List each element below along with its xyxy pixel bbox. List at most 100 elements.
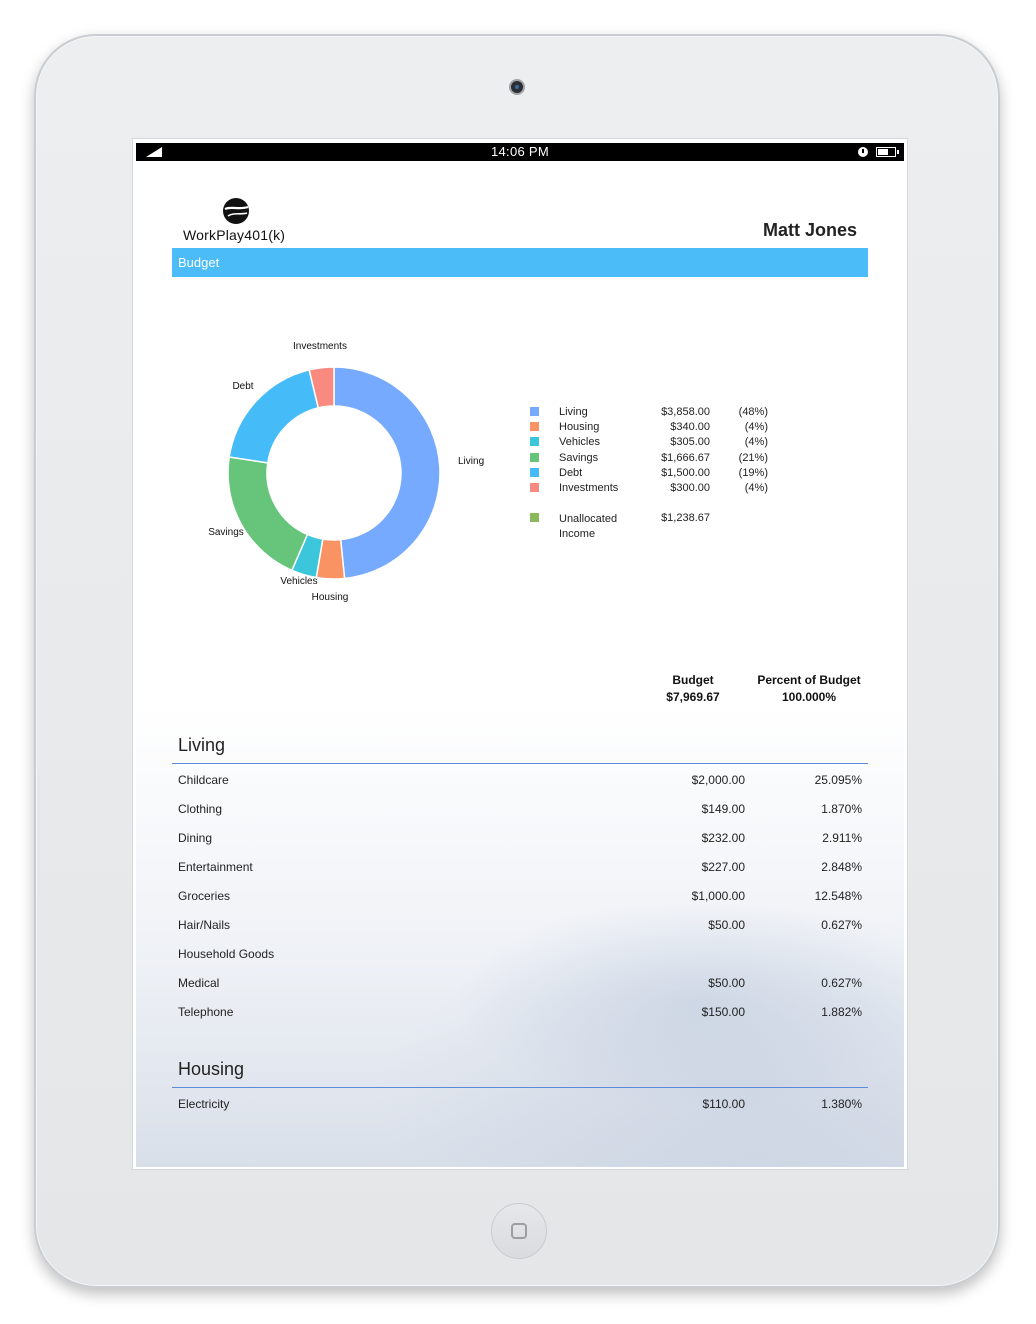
donut-label-debt: Debt — [232, 381, 253, 392]
budget-column-header: Budget $7,969.67 — [653, 672, 733, 706]
section-bar: Budget — [172, 248, 868, 277]
row-amount: $50.00 — [708, 918, 745, 932]
row-percent: 1.380% — [821, 1097, 862, 1111]
legend-amount: $1,238.67 — [661, 512, 710, 524]
legend-name: Living — [559, 406, 588, 418]
camera-icon — [509, 79, 525, 95]
donut-slice-living — [333, 366, 441, 580]
budget-donut-chart: Living Housing Vehicles Savings Debt Investme… — [208, 341, 484, 603]
legend-item-housing: Housing $340.00 (4%) — [530, 420, 790, 435]
section-bar-label: Budget — [178, 255, 220, 270]
legend-name: Unallocated Income — [559, 512, 629, 542]
legend-item-unallocated-income: Unallocated Income $1,238.67 — [530, 511, 790, 543]
section-title-living: Living — [178, 735, 226, 755]
row-amount: $232.00 — [701, 831, 745, 845]
row-category: Electricity — [178, 1097, 230, 1111]
row-percent: 25.095% — [814, 773, 862, 787]
table-row: Medical $50.00 0.627% — [172, 976, 868, 996]
row-percent: 0.627% — [821, 976, 862, 990]
row-percent: 12.548% — [814, 889, 862, 903]
legend-percent: (4%) — [744, 436, 768, 449]
legend-name: Housing — [559, 421, 600, 434]
screen: 14:06 PM WorkPlay401(k) Matt Jones Budge… — [136, 143, 904, 1167]
legend-amount: $300.00 — [670, 482, 710, 494]
donut-label-savings: Savings — [208, 527, 244, 538]
table-row: Dining $232.00 2.911% — [172, 831, 868, 851]
legend-name-line2: Income — [559, 528, 596, 540]
status-bar: 14:06 PM — [136, 143, 904, 161]
legend-swatch — [530, 407, 539, 416]
legend-name: Investments — [559, 482, 619, 494]
legend-swatch — [530, 422, 539, 432]
section-divider — [172, 1087, 868, 1088]
row-percent: 2.848% — [821, 860, 862, 874]
table-row: Telephone $150.00 1.882% — [172, 1005, 868, 1025]
row-category: Dining — [178, 831, 213, 845]
legend-amount: $305.00 — [670, 436, 710, 449]
table-row: Entertainment $227.00 2.848% — [172, 860, 868, 880]
signal-icon — [146, 147, 162, 157]
legend-item-investments: Investments $300.00 (4%) — [530, 481, 790, 496]
row-amount: $50.00 — [708, 976, 745, 990]
percent-column-header: Percent of Budget 100.000% — [748, 672, 870, 706]
status-time: 14:06 PM — [490, 144, 550, 159]
alarm-clock-icon — [858, 147, 868, 157]
percent-label: Percent of Budget — [757, 673, 861, 687]
row-category: Telephone — [178, 1005, 234, 1019]
budget-label: Budget — [672, 673, 714, 687]
row-category: Household Goods — [178, 947, 275, 961]
section-divider — [172, 763, 868, 764]
legend-item-vehicles: Vehicles $305.00 (4%) — [530, 435, 790, 450]
legend-amount: $1,666.67 — [661, 451, 710, 464]
row-category: Childcare — [178, 773, 229, 787]
legend-item-debt: Debt $1,500.00 (19%) — [530, 466, 790, 481]
legend-swatch — [530, 452, 539, 462]
legend-swatch — [530, 483, 539, 492]
legend-name: Savings — [559, 451, 599, 464]
brand-name: WorkPlay401(k) — [183, 227, 286, 243]
table-row: Electricity $110.00 1.380% — [172, 1097, 868, 1117]
donut-label-vehicles: Vehicles — [280, 576, 317, 587]
donut-label-housing: Housing — [312, 592, 349, 603]
table-row: Childcare $2,000.00 25.095% — [172, 773, 868, 793]
legend-percent: (4%) — [744, 421, 768, 434]
donut-label-living: Living — [458, 456, 484, 467]
legend-percent: (48%) — [738, 406, 768, 418]
legend-swatch — [530, 437, 539, 447]
donut-label-investments: Investments — [293, 341, 347, 352]
legend-percent: (4%) — [744, 482, 768, 494]
row-amount: $149.00 — [701, 802, 745, 816]
legend-amount: $3,858.00 — [661, 406, 710, 418]
table-row: Clothing $149.00 1.870% — [172, 802, 868, 822]
legend-name: Debt — [559, 466, 583, 479]
row-category: Groceries — [178, 889, 231, 903]
row-percent: 2.911% — [822, 831, 862, 845]
donut-slice-savings — [227, 456, 309, 572]
row-percent: 0.627% — [821, 918, 862, 932]
home-button[interactable] — [491, 1203, 547, 1259]
section-title-housing: Housing — [178, 1059, 245, 1079]
row-amount: $150.00 — [701, 1005, 745, 1019]
table-row: Household Goods — [172, 947, 868, 967]
legend-percent: (21%) — [738, 451, 768, 464]
legend-name: Vehicles — [559, 436, 600, 449]
legend-percent: (19%) — [738, 466, 768, 479]
logo-icon — [223, 198, 249, 224]
table-row: Hair/Nails $50.00 0.627% — [172, 918, 868, 938]
row-amount: $1,000.00 — [691, 889, 745, 903]
legend-amount: $1,500.00 — [661, 466, 710, 479]
budget-total: $7,969.67 — [666, 690, 720, 704]
legend-swatch — [530, 513, 539, 522]
legend-item-living: Living $3,858.00 (48%) — [530, 405, 790, 420]
donut-slice-investments — [308, 366, 335, 409]
user-name: Matt Jones — [762, 220, 857, 240]
battery-icon — [876, 147, 899, 157]
row-category: Hair/Nails — [178, 918, 231, 932]
row-percent: 1.882% — [821, 1005, 862, 1019]
row-category: Clothing — [178, 802, 223, 816]
legend-swatch — [530, 467, 539, 477]
percent-total: 100.000% — [781, 690, 837, 704]
row-amount: $2,000.00 — [691, 773, 745, 787]
row-percent: 1.870% — [821, 802, 862, 816]
row-amount: $110.00 — [702, 1097, 746, 1111]
